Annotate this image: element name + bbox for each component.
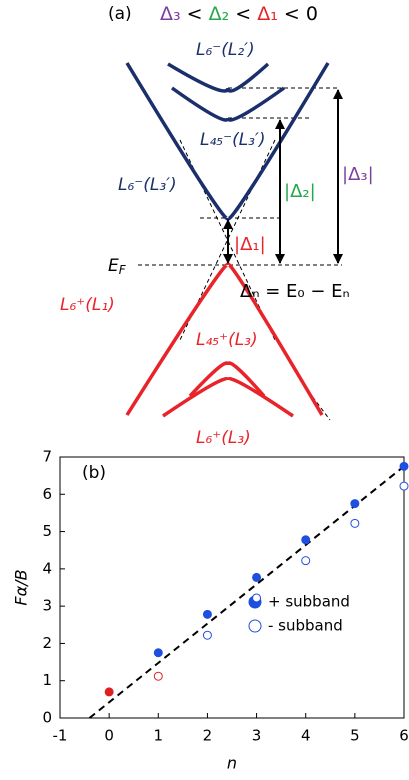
data-point	[301, 556, 311, 566]
band-label: L₄₅⁺(L₃)	[196, 330, 258, 350]
x-tick-label: 1	[154, 727, 164, 745]
definition: Δₙ = E₀ − Eₙ	[240, 281, 350, 302]
data-point	[399, 461, 409, 471]
x-tick-label: -1	[53, 727, 68, 745]
fermi-label: EF	[108, 256, 127, 277]
y-axis-label: Fα/B	[12, 569, 31, 605]
band-label: L₆⁺(L₃)	[196, 428, 251, 448]
band-diagram: (a) Δ₃ < Δ₂ < Δ₁ < 0 L₆⁻(L₂′) L₄₅⁻(L₃′) …	[60, 3, 374, 449]
condition-part: Δ₃	[160, 3, 181, 25]
data-point	[202, 630, 212, 640]
fermi-base: E	[108, 256, 119, 276]
band	[162, 377, 294, 418]
legend-label: + subband	[268, 593, 350, 611]
band	[125, 262, 324, 416]
condition-part: <	[229, 3, 257, 25]
band	[167, 62, 270, 93]
fermi-sub: F	[119, 263, 127, 277]
condition-part: Δ₁	[257, 3, 278, 25]
y-tick-label: 7	[42, 448, 52, 466]
y-tick-label: 2	[42, 634, 52, 652]
gap-label: |Δ₂|	[284, 181, 316, 202]
data-point	[399, 481, 409, 491]
data-point	[252, 593, 262, 603]
data-point	[202, 609, 212, 619]
data-point	[350, 518, 360, 528]
data-point	[350, 499, 360, 509]
condition: Δ₃ < Δ₂ < Δ₁ < 0	[160, 3, 318, 25]
data-point	[153, 671, 163, 681]
x-axis-label: n	[227, 754, 237, 773]
condition-part: <	[181, 3, 209, 25]
panel-label: (a)	[108, 4, 132, 24]
y-tick-label: 0	[42, 709, 52, 727]
band-label: L₆⁺(L₁)	[60, 295, 115, 315]
y-tick-label: 1	[42, 671, 52, 689]
band-label: L₄₅⁻(L₃′)	[200, 130, 266, 150]
legend-label: - subband	[268, 617, 343, 635]
gap-label: |Δ₃|	[342, 164, 374, 185]
condition-part: < 0	[278, 3, 318, 25]
condition-part: Δ₂	[209, 3, 230, 25]
x-tick-label: 5	[350, 727, 360, 745]
data-point	[153, 648, 163, 658]
band	[188, 361, 266, 398]
plot-frame	[59, 456, 405, 719]
band	[170, 86, 286, 122]
x-tick-label: 4	[301, 727, 311, 745]
panel-label: (b)	[82, 463, 106, 483]
y-tick-label: 4	[42, 559, 52, 577]
y-tick-label: 6	[42, 485, 52, 503]
x-tick-label: 2	[203, 727, 213, 745]
x-tick-label: 6	[399, 727, 409, 745]
data-point	[104, 687, 114, 697]
y-tick-label: 5	[42, 522, 52, 540]
data-point	[252, 572, 262, 582]
x-tick-label: 3	[252, 727, 262, 745]
guide-lines	[138, 87, 342, 421]
data-point	[301, 535, 311, 545]
y-tick-label: 3	[42, 597, 52, 615]
band-label: L₆⁻(L₃′)	[118, 175, 177, 195]
gap-label: |Δ₁|	[234, 234, 266, 255]
band-label: L₆⁻(L₂′)	[196, 40, 255, 60]
x-tick-label: 0	[104, 727, 114, 745]
legend-marker	[248, 619, 262, 633]
